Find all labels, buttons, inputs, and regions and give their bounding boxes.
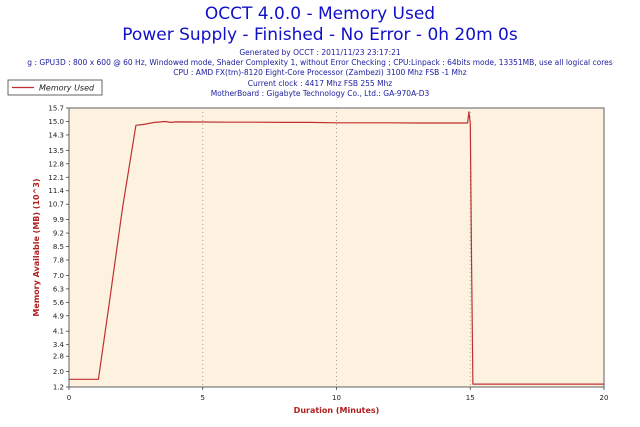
config-line: g : GPU3D : 800 x 600 @ 60 Hz, Windowed … [27, 58, 613, 67]
y-tick-label: 12.8 [48, 160, 64, 168]
y-tick-label: 10.7 [48, 201, 64, 209]
y-axis-label: Memory Available (MB) (10^3) [32, 178, 41, 316]
cpu-line: CPU : AMD FX(tm)-8120 Eight-Core Process… [173, 68, 467, 77]
y-tick-label: 2.0 [53, 368, 64, 376]
y-tick-label: 9.2 [53, 230, 64, 238]
y-tick-label: 7.8 [53, 257, 64, 265]
y-tick-label: 8.5 [53, 243, 64, 251]
x-tick-label: 10 [332, 394, 341, 402]
y-tick-label: 6.3 [53, 285, 64, 293]
y-tick-label: 5.6 [53, 299, 65, 307]
y-tick-label: 7.0 [53, 272, 64, 280]
plot-area [68, 107, 605, 388]
x-tick-label: 0 [67, 394, 71, 402]
y-tick-label: 14.3 [48, 131, 64, 139]
x-tick-label: 15 [466, 394, 475, 402]
generated-line: Generated by OCCT : 2011/11/23 23:17:21 [239, 48, 401, 57]
y-tick-label: 4.9 [53, 312, 64, 320]
chart-title: OCCT 4.0.0 - Memory Used [204, 4, 436, 24]
y-tick-label: 15.7 [48, 105, 64, 113]
y-tick-label: 12.1 [48, 174, 64, 182]
y-tick-label: 15.0 [48, 118, 64, 126]
x-axis-label: Duration (Minutes) [294, 406, 380, 415]
x-tick-label: 20 [600, 394, 609, 402]
legend: Memory Used [7, 79, 103, 96]
y-tick-label: 2.8 [53, 353, 64, 361]
y-tick-label: 1.2 [53, 384, 64, 392]
y-tick-label: 3.4 [53, 341, 65, 349]
legend-label: Memory Used [39, 84, 95, 93]
legend-box [7, 79, 103, 96]
y-tick-label: 13.5 [48, 147, 64, 155]
series-line [69, 111, 604, 385]
clock-line: Current clock : 4417 Mhz FSB 255 Mhz [247, 79, 393, 88]
y-tick-label: 11.4 [48, 187, 64, 195]
y-tick-label: 9.9 [53, 216, 64, 224]
y-tick-label: 4.1 [53, 328, 64, 336]
x-tick-label: 5 [201, 394, 205, 402]
chart-subtitle: Power Supply - Finished - No Error - 0h … [122, 25, 518, 45]
motherboard-line: MotherBoard : Gigabyte Technology Co., L… [210, 89, 430, 98]
